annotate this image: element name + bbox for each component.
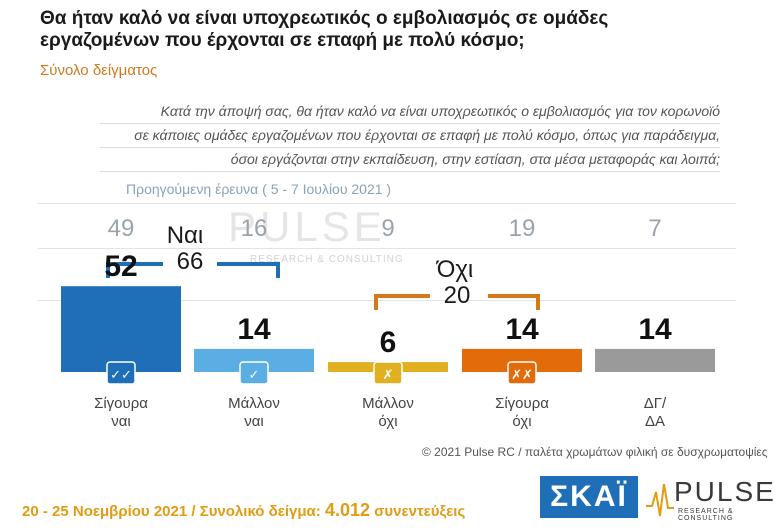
yes-group-label: Ναι xyxy=(166,222,204,249)
category-label: Μάλλον xyxy=(362,395,414,412)
category-label: όχι xyxy=(378,413,397,430)
pulse-wave-icon xyxy=(646,483,674,517)
gridline xyxy=(38,248,736,249)
question-text: Κατά την άποψή σας, θα ήταν καλό να είνα… xyxy=(100,100,720,172)
value-label: 52 xyxy=(104,250,137,283)
bar xyxy=(194,348,314,372)
survey-dates: 20 - 25 Νοεμβρίου 2021 / Συνολικό δείγμα… xyxy=(22,500,465,521)
check-mark-icon: ✓ xyxy=(249,368,260,383)
pulse-logo-subtext: RESEARCH & CONSULTING xyxy=(678,508,734,522)
value-label: 14 xyxy=(505,313,539,346)
value-label: 14 xyxy=(237,313,271,346)
interviews-label: συνεντεύξεις xyxy=(374,503,466,520)
previous-value-label: 9 xyxy=(381,215,394,242)
bar xyxy=(462,348,582,372)
title-line-2: εργαζομένων που έρχονται σε επαφή με πολ… xyxy=(40,30,525,51)
value-label: 6 xyxy=(380,326,397,359)
chart-title: Θα ήταν καλό να είναι υποχρεωτικός ο εμβ… xyxy=(40,8,660,52)
check-badge-icon xyxy=(106,361,136,385)
no-group-total: 20 xyxy=(443,282,471,309)
bar xyxy=(61,286,181,372)
category-label: Σίγουρα xyxy=(94,395,148,412)
previous-value-label: 16 xyxy=(241,215,268,242)
watermark-logo: PULSE xyxy=(228,203,386,250)
question-line-1: Κατά την άποψή σας, θα ήταν καλό να είνα… xyxy=(100,100,720,124)
previous-value-label: 7 xyxy=(648,215,661,242)
bar-chart: 4952✓✓Σίγουραναι1614✓Μάλλονναι96✗Μάλλονό… xyxy=(61,215,715,430)
yes-group-total: 66 xyxy=(176,248,204,275)
previous-value-label: 19 xyxy=(509,215,536,242)
question-line-2: σε κάποιες ομάδες εργαζομένων που έρχοντ… xyxy=(100,124,720,148)
check-mark-icon: ✗✗ xyxy=(511,368,533,383)
gridline xyxy=(38,300,736,301)
category-label: Σίγουρα xyxy=(495,395,549,412)
category-label: Μάλλον xyxy=(228,395,280,412)
check-badge-icon xyxy=(373,361,403,385)
copyright-note: © 2021 Pulse RC / παλέτα χρωμάτων φιλική… xyxy=(422,445,768,459)
pulse-logo: PULSE xyxy=(674,476,776,507)
check-mark-icon: ✓✓ xyxy=(110,368,132,383)
category-label: ΔΓ/ xyxy=(644,395,667,412)
check-badge-icon xyxy=(507,361,537,385)
survey-date-text: 20 - 25 Νοεμβρίου 2021 / Συνολικό δείγμα… xyxy=(22,503,321,520)
watermark-subtext: RESEARCH & CONSULTING xyxy=(250,254,404,265)
value-label: 14 xyxy=(638,313,672,346)
previous-value-label: 49 xyxy=(108,215,135,242)
bar xyxy=(595,348,715,372)
no-group-bracket xyxy=(374,294,540,310)
sample-size: 4.012 xyxy=(324,500,370,520)
category-label: ΔΑ xyxy=(645,413,665,430)
skai-logo: ΣΚΑΪ xyxy=(540,476,638,518)
yes-group-bracket xyxy=(106,262,280,278)
chart-subtitle: Σύνολο δείγματος xyxy=(40,62,158,79)
check-mark-icon: ✗ xyxy=(383,368,394,383)
check-badge-icon xyxy=(239,361,269,385)
no-group-label: Όχι xyxy=(436,256,474,283)
gridline xyxy=(38,203,736,204)
category-label: ναι xyxy=(244,413,264,430)
question-line-3: όσοι εργάζονται στην εκπαίδευση, στην εσ… xyxy=(100,148,720,172)
title-line-1: Θα ήταν καλό να είναι υποχρεωτικός ο εμβ… xyxy=(40,8,609,29)
category-label: όχι xyxy=(512,413,531,430)
category-label: ναι xyxy=(111,413,131,430)
previous-survey-label: Προηγούμενη έρευνα ( 5 - 7 Ιουλίου 2021 … xyxy=(126,181,392,197)
